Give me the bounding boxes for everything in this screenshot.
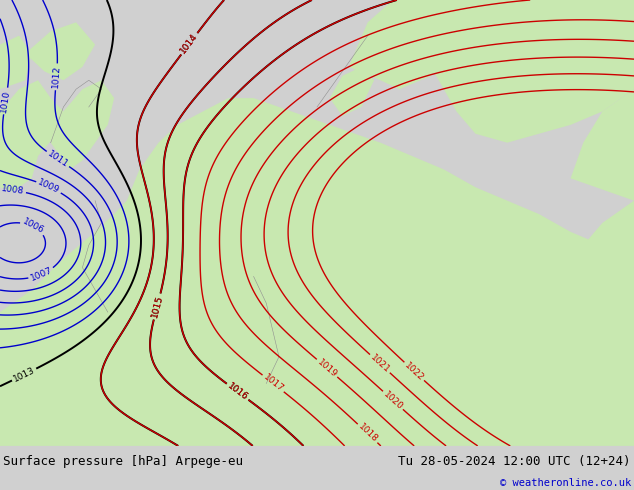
- Polygon shape: [571, 89, 634, 201]
- Polygon shape: [190, 339, 209, 357]
- Polygon shape: [0, 36, 32, 89]
- Polygon shape: [0, 303, 89, 446]
- Polygon shape: [330, 67, 374, 116]
- Text: 1018: 1018: [356, 422, 379, 444]
- Text: 1019: 1019: [315, 357, 339, 379]
- Polygon shape: [431, 0, 634, 143]
- Text: Tu 28-05-2024 12:00 UTC (12+24): Tu 28-05-2024 12:00 UTC (12+24): [398, 455, 631, 468]
- Polygon shape: [25, 22, 95, 80]
- Text: 1016: 1016: [226, 381, 250, 402]
- Text: 1015: 1015: [150, 294, 164, 319]
- Text: 1020: 1020: [382, 390, 404, 411]
- Text: 1012: 1012: [51, 65, 62, 89]
- Text: © weatheronline.co.uk: © weatheronline.co.uk: [500, 478, 631, 489]
- Text: 1014: 1014: [179, 32, 200, 56]
- Text: 1009: 1009: [37, 178, 61, 196]
- Text: 1013: 1013: [12, 366, 36, 384]
- Text: 1014: 1014: [179, 32, 200, 56]
- Text: 1006: 1006: [21, 217, 45, 236]
- Polygon shape: [51, 80, 114, 170]
- Text: 1008: 1008: [1, 184, 25, 196]
- Text: 1021: 1021: [368, 353, 391, 375]
- Text: 1017: 1017: [261, 373, 285, 394]
- Polygon shape: [393, 0, 444, 67]
- Text: 1016: 1016: [226, 381, 250, 402]
- Text: Surface pressure [hPa] Arpege-eu: Surface pressure [hPa] Arpege-eu: [3, 455, 243, 468]
- Text: 1015: 1015: [150, 294, 164, 319]
- Text: 1010: 1010: [0, 89, 12, 113]
- Polygon shape: [349, 0, 476, 89]
- Text: 1007: 1007: [29, 266, 54, 283]
- Polygon shape: [292, 357, 311, 374]
- Polygon shape: [0, 98, 634, 446]
- Polygon shape: [0, 80, 63, 192]
- Text: 1022: 1022: [403, 360, 425, 382]
- Text: 1011: 1011: [46, 149, 70, 169]
- Polygon shape: [583, 201, 634, 276]
